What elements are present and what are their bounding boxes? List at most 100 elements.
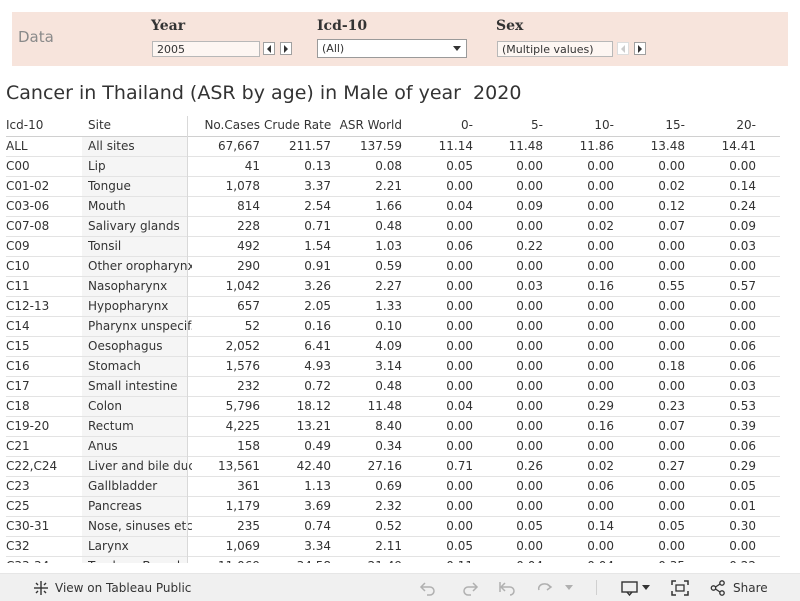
age-20-cell: 0.06 bbox=[729, 339, 756, 353]
age-0-cell: 11.14 bbox=[438, 139, 473, 153]
column-header-age-15[interactable]: 15- bbox=[665, 118, 685, 132]
table-row[interactable]: C16 Stomach 1,576 4.93 3.14 0.00 0.00 0.00 0.18 0… bbox=[6, 357, 780, 377]
site-name-cell: Colon bbox=[88, 399, 123, 413]
age-10-cell: 0.00 bbox=[587, 359, 614, 373]
table-row[interactable]: C07-08 Salivary glands 228 0.71 0.48 0.00 0.00… bbox=[6, 217, 780, 237]
crude-rate-cell: 3.34 bbox=[304, 539, 331, 553]
asr-world-cell: 0.34 bbox=[375, 439, 402, 453]
fullscreen-button[interactable] bbox=[671, 574, 689, 601]
crude-rate-cell: 13.21 bbox=[296, 419, 331, 433]
age-15-cell: 0.00 bbox=[658, 439, 685, 453]
age-5-cell: 0.00 bbox=[516, 319, 543, 333]
table-row[interactable]: C12-13 Hypopharynx 657 2.05 1.33 0.00 0.00 0.00… bbox=[6, 297, 780, 317]
table-row[interactable]: C32 Larynx 1,069 3.34 2.11 0.05 0.00 0.00 0.00 0.… bbox=[6, 537, 780, 557]
age-0-cell: 0.00 bbox=[446, 299, 473, 313]
age-5-cell: 0.00 bbox=[516, 259, 543, 273]
sex-next-button[interactable] bbox=[634, 42, 646, 55]
age-20-cell: 0.24 bbox=[729, 199, 756, 213]
icd-dropdown[interactable]: (All) bbox=[317, 39, 467, 58]
download-button[interactable] bbox=[621, 574, 650, 601]
icd-code-cell: C22,C24 bbox=[6, 459, 58, 473]
age-10-cell: 0.02 bbox=[587, 219, 614, 233]
crude-rate-cell: 0.16 bbox=[304, 319, 331, 333]
undo-icon bbox=[419, 581, 435, 596]
asr-world-cell: 2.27 bbox=[375, 279, 402, 293]
column-header-no-cases[interactable]: No.Cases bbox=[204, 118, 260, 132]
year-next-button[interactable] bbox=[280, 42, 292, 55]
table-row[interactable]: C11 Nasopharynx 1,042 3.26 2.27 0.00 0.03 0.16 0… bbox=[6, 277, 780, 297]
tableau-logo-icon bbox=[34, 580, 48, 595]
sex-prev-button[interactable] bbox=[617, 42, 629, 55]
year-input[interactable]: 2005 bbox=[152, 41, 260, 57]
table-row[interactable]: C25 Pancreas 1,179 3.69 2.32 0.00 0.00 0.00 0.00… bbox=[6, 497, 780, 517]
column-header-age-0[interactable]: 0- bbox=[461, 118, 473, 132]
crude-rate-cell: 42.40 bbox=[296, 459, 331, 473]
asr-world-cell: 2.11 bbox=[375, 539, 402, 553]
site-name-cell: Nose, sinuses etc. bbox=[88, 519, 192, 533]
column-header-asr-world[interactable]: ASR World bbox=[339, 118, 402, 132]
share-button[interactable]: Share bbox=[710, 574, 768, 601]
table-row[interactable]: C00 Lip 41 0.13 0.08 0.05 0.00 0.00 0.00 0.00 bbox=[6, 157, 780, 177]
age-15-cell: 0.00 bbox=[658, 239, 685, 253]
age-15-cell: 0.55 bbox=[658, 279, 685, 293]
table-row[interactable]: C21 Anus 158 0.49 0.34 0.00 0.00 0.00 0.00 0.06 bbox=[6, 437, 780, 457]
chevron-right-icon bbox=[638, 44, 642, 53]
column-header-site-name[interactable]: Site bbox=[88, 118, 112, 132]
revert-button[interactable] bbox=[499, 574, 517, 601]
table-row[interactable]: C23 Gallbladder 361 1.13 0.69 0.00 0.00 0.06 0.0… bbox=[6, 477, 780, 497]
age-5-cell: 0.00 bbox=[516, 379, 543, 393]
table-row[interactable]: C09 Tonsil 492 1.54 1.03 0.06 0.22 0.00 0.00 0.03 bbox=[6, 237, 780, 257]
redo-button[interactable] bbox=[461, 574, 479, 601]
no-cases-cell: 1,179 bbox=[225, 499, 260, 513]
year-prev-button[interactable] bbox=[263, 42, 275, 55]
crude-rate-cell: 18.12 bbox=[296, 399, 331, 413]
age-5-cell: 0.04 bbox=[477, 557, 543, 563]
age-15-cell: 0.00 bbox=[658, 479, 685, 493]
column-header-crude-rate[interactable]: Crude Rate bbox=[264, 118, 331, 132]
age-0-cell: 0.00 bbox=[446, 339, 473, 353]
table-row[interactable]: ALL All sites 67,667 211.57 137.59 11.14 11.48… bbox=[6, 137, 780, 157]
age-0-cell: 0.00 bbox=[446, 379, 473, 393]
table-row[interactable]: C01-02 Tongue 1,078 3.37 2.21 0.00 0.00 0.00 0.0… bbox=[6, 177, 780, 197]
no-cases-cell: 11,069 bbox=[196, 557, 260, 563]
column-header-icd-code[interactable]: Icd-10 bbox=[6, 118, 44, 132]
age-15-cell: 0.07 bbox=[658, 219, 685, 233]
table-row[interactable]: C22,C24 Liver and bile duct 13,561 42.40 27.… bbox=[6, 457, 780, 477]
age-0-cell: 0.00 bbox=[446, 519, 473, 533]
age-10-cell: 0.00 bbox=[587, 299, 614, 313]
sex-input[interactable]: (Multiple values) bbox=[497, 41, 613, 57]
chevron-right-icon bbox=[284, 44, 288, 53]
table-row[interactable]: C15 Oesophagus 2,052 6.41 4.09 0.00 0.00 0.00 0.… bbox=[6, 337, 780, 357]
site-name-cell: Oesophagus bbox=[88, 339, 163, 353]
refresh-button[interactable] bbox=[536, 574, 554, 601]
view-on-tableau-link[interactable]: View on Tableau Public bbox=[33, 574, 191, 601]
table-row[interactable]: C30-31 Nose, sinuses etc. 235 0.74 0.52 0.00 0… bbox=[6, 517, 780, 537]
table-row[interactable]: C18 Colon 5,796 18.12 11.48 0.04 0.00 0.29 0.23 0… bbox=[6, 397, 780, 417]
asr-world-cell: 0.48 bbox=[375, 379, 402, 393]
age-0-cell: 0.00 bbox=[446, 319, 473, 333]
table-row[interactable]: C10 Other oropharynx 290 0.91 0.59 0.00 0.00 0.… bbox=[6, 257, 780, 277]
no-cases-cell: 657 bbox=[237, 299, 260, 313]
table-row[interactable]: C17 Small intestine 232 0.72 0.48 0.00 0.00 0.0… bbox=[6, 377, 780, 397]
age-5-cell: 0.00 bbox=[516, 499, 543, 513]
icd-code-cell: C23 bbox=[6, 479, 30, 493]
age-15-cell: 0.00 bbox=[658, 379, 685, 393]
table-row[interactable]: C14 Pharynx unspecif.. 52 0.16 0.10 0.00 0.00 0… bbox=[6, 317, 780, 337]
table-row[interactable]: C19-20 Rectum 4,225 13.21 8.40 0.00 0.00 0.16 0.… bbox=[6, 417, 780, 437]
column-header-age-5[interactable]: 5- bbox=[531, 118, 543, 132]
refresh-menu-button[interactable] bbox=[565, 574, 573, 601]
undo-button[interactable] bbox=[419, 574, 437, 601]
age-5-cell: 0.00 bbox=[516, 299, 543, 313]
asr-world-cell: 1.03 bbox=[375, 239, 402, 253]
table-row[interactable]: C33-34 Trachea, Bronch.. 11,069 34.58 21.49 0… bbox=[6, 557, 780, 563]
column-header-age-20[interactable]: 20- bbox=[736, 118, 756, 132]
table-row[interactable]: C03-06 Mouth 814 2.54 1.66 0.04 0.09 0.00 0.12 0.… bbox=[6, 197, 780, 217]
no-cases-cell: 1,069 bbox=[225, 539, 260, 553]
column-header-age-10[interactable]: 10- bbox=[594, 118, 614, 132]
asr-world-cell: 0.10 bbox=[375, 319, 402, 333]
data-label: Data bbox=[18, 28, 54, 48]
no-cases-cell: 492 bbox=[237, 239, 260, 253]
age-20-cell: 0.06 bbox=[729, 359, 756, 373]
age-0-cell: 0.04 bbox=[446, 199, 473, 213]
crude-rate-cell: 2.05 bbox=[304, 299, 331, 313]
